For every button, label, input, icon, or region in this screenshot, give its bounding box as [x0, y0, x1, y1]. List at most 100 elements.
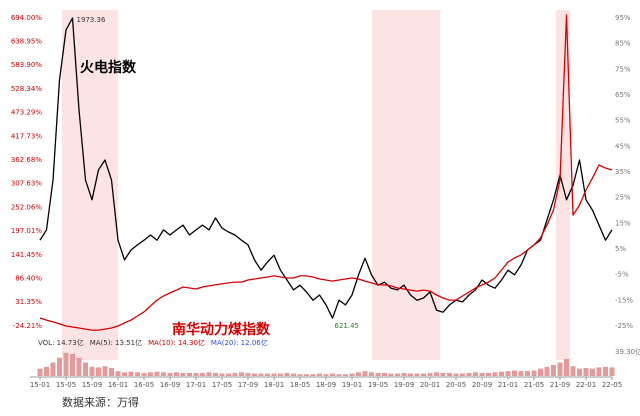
volume-bar [284, 372, 290, 376]
volume-bar [538, 368, 543, 376]
x-tick-label: 17-01 [186, 381, 206, 389]
volume-bar [122, 372, 127, 376]
volume-bar [154, 371, 160, 376]
series-line [39, 17, 613, 319]
volume-bar [356, 372, 361, 376]
y-tick-label: 197.01% [11, 227, 42, 235]
series-label: 南华动力煤指数 [172, 321, 271, 338]
x-tick-label: 20-01 [420, 381, 440, 389]
x-tick-label: 17-05 [212, 381, 232, 389]
y2-tick-label: 95% [615, 14, 631, 22]
volume-bar [304, 374, 309, 376]
y-tick-label: 694.00% [11, 14, 42, 22]
y-tick-label: 417.73% [11, 132, 42, 140]
volume-bar [577, 368, 582, 376]
volume-bar [401, 372, 407, 376]
volume-bar [460, 373, 465, 376]
volume-bar [427, 372, 433, 376]
volume-bar [349, 373, 355, 376]
volume-bar [109, 368, 114, 376]
volume-bar [102, 366, 108, 376]
x-tick-label: 19-01 [342, 381, 362, 389]
y2-tick-label: 45% [615, 142, 631, 150]
volume-bar [63, 352, 69, 376]
volume-bar [531, 370, 537, 376]
y2-tick-label: 5% [615, 245, 626, 253]
x-tick-label: 21-01 [498, 381, 518, 389]
volume-bar [596, 367, 602, 376]
volume-bar [447, 372, 452, 376]
highlight-band [372, 10, 440, 360]
x-tick-label: 22-05 [602, 381, 622, 389]
y2-tick-label: -25% [615, 322, 633, 330]
y2-tick-label: 35% [615, 168, 631, 176]
volume-bar [408, 373, 413, 376]
y2-tick-label: 15% [615, 219, 631, 227]
volume-bar [187, 372, 192, 376]
volume-bar [570, 366, 576, 376]
volume-bar [37, 368, 43, 376]
volume-bar [310, 374, 316, 376]
x-tick-label: 17-09 [238, 381, 258, 389]
x-tick-label: 15-01 [30, 381, 50, 389]
volume-bar [161, 372, 166, 376]
volume-bar [278, 373, 283, 376]
volume-bar [135, 372, 140, 376]
x-tick-label: 18-09 [316, 381, 336, 389]
volume-bar [518, 371, 524, 376]
y-tick-label: 307.63% [11, 180, 42, 188]
volume-bar [590, 368, 595, 376]
y-tick-label: 638.95% [11, 38, 42, 46]
volume-bar [291, 373, 296, 376]
volume-bar [200, 372, 205, 376]
volume-bar [330, 373, 335, 376]
volume-bar [226, 373, 231, 376]
volume-bar [440, 372, 446, 376]
volume-bar [336, 374, 342, 376]
peak-annotation: 1973.36 [77, 16, 106, 24]
volume-bar [70, 354, 75, 376]
volume-bar [271, 373, 277, 376]
y2-tick-label: 65% [615, 91, 631, 99]
volume-bar [362, 371, 368, 376]
y2-tick-label: 55% [615, 117, 631, 125]
volume-bar [505, 371, 511, 376]
volume-bar [245, 372, 251, 376]
volume-bar [239, 372, 244, 376]
y-tick-label: -24.21% [13, 322, 43, 330]
volume-bar [167, 372, 173, 376]
x-tick-label: 16-09 [160, 381, 180, 389]
volume-bar [551, 365, 556, 376]
series-line [39, 14, 613, 331]
x-tick-label: 16-01 [108, 381, 128, 389]
y-tick-label: 362.68% [11, 156, 42, 164]
volume-bar [544, 366, 550, 376]
y-tick-label: 583.90% [11, 61, 42, 69]
volume-bar [486, 372, 491, 376]
volume-bar [492, 372, 498, 376]
volume-bar [174, 372, 179, 376]
volume-bar [115, 371, 121, 376]
volume-bar [148, 372, 153, 376]
x-tick-label: 19-09 [394, 381, 414, 389]
indicator-label: MA(10): 14.30亿 [148, 338, 205, 347]
volume-bar [609, 367, 615, 376]
volume-bar [512, 370, 517, 376]
volume-bar [434, 372, 439, 376]
y-tick-label: 528.34% [11, 85, 42, 93]
volume-bar [343, 374, 348, 376]
indicator-label: MA(20): 12.06亿 [211, 338, 268, 347]
y-tick-label: 141.45% [11, 251, 42, 259]
volume-bar [499, 371, 504, 376]
y-tick-label: 473.29% [11, 109, 42, 117]
highlight-bands [62, 10, 570, 360]
x-tick-label: 18-01 [264, 381, 284, 389]
series-label: 火电指数 [80, 59, 137, 76]
volume-bar [141, 372, 147, 376]
volume-bar [369, 372, 374, 376]
x-tick-label: 22-01 [576, 381, 596, 389]
volume-bar [76, 357, 82, 376]
indicator-label: MA(5): 13.51亿 [90, 338, 142, 347]
volume-bar [252, 373, 257, 376]
volume-bar [603, 366, 608, 376]
